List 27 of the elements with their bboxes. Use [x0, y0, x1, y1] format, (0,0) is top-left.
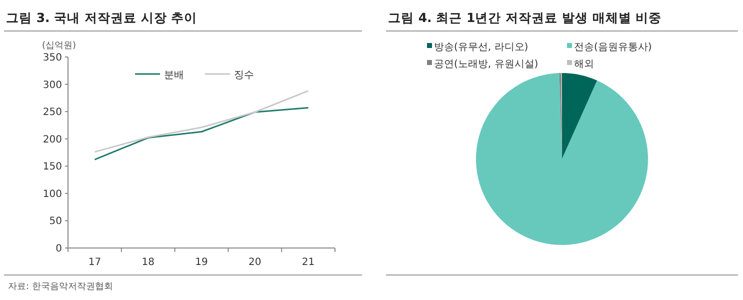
y-tick-label: 150 — [42, 162, 62, 173]
x-tick-label: 17 — [88, 257, 102, 268]
x-tick-label: 21 — [302, 257, 315, 268]
text: 자료: 한국음악저작권협회 — [8, 282, 113, 292]
y-axis-title: (십억원) — [42, 41, 76, 51]
y-tick-label: 250 — [42, 107, 62, 118]
legend-label: 해외 — [574, 59, 594, 70]
line-series — [94, 90, 310, 153]
legend-label: 분배 — [164, 70, 184, 81]
y-tick-label: 100 — [42, 188, 62, 200]
chart-title: 그림 3. 국내 저작권료 시장 추이 — [6, 10, 198, 25]
legend-label: 징수 — [234, 70, 254, 81]
y-tick-label: 0 — [56, 244, 62, 254]
legend-label: 공연(노래방, 유원시설) — [434, 59, 538, 70]
y-tick-label: 200 — [42, 134, 62, 146]
pie-slice — [562, 73, 598, 159]
pie-slice — [476, 73, 648, 245]
x-tick-label: 18 — [142, 257, 154, 268]
legend-label: 방송(유무선, 라디오) — [434, 42, 528, 53]
y-tick-label: 300 — [42, 80, 62, 91]
y-tick-label: 50 — [49, 216, 62, 228]
y-tick-label: 350 — [42, 52, 62, 64]
x-tick-label: 19 — [195, 257, 208, 268]
line-series — [94, 107, 310, 160]
x-tick-label: 20 — [248, 257, 262, 268]
legend-label: 전송(음원유통사) — [574, 42, 652, 53]
chart-title: 그림 4. 최근 1년간 저작권료 발생 매체별 비중 — [388, 10, 662, 25]
